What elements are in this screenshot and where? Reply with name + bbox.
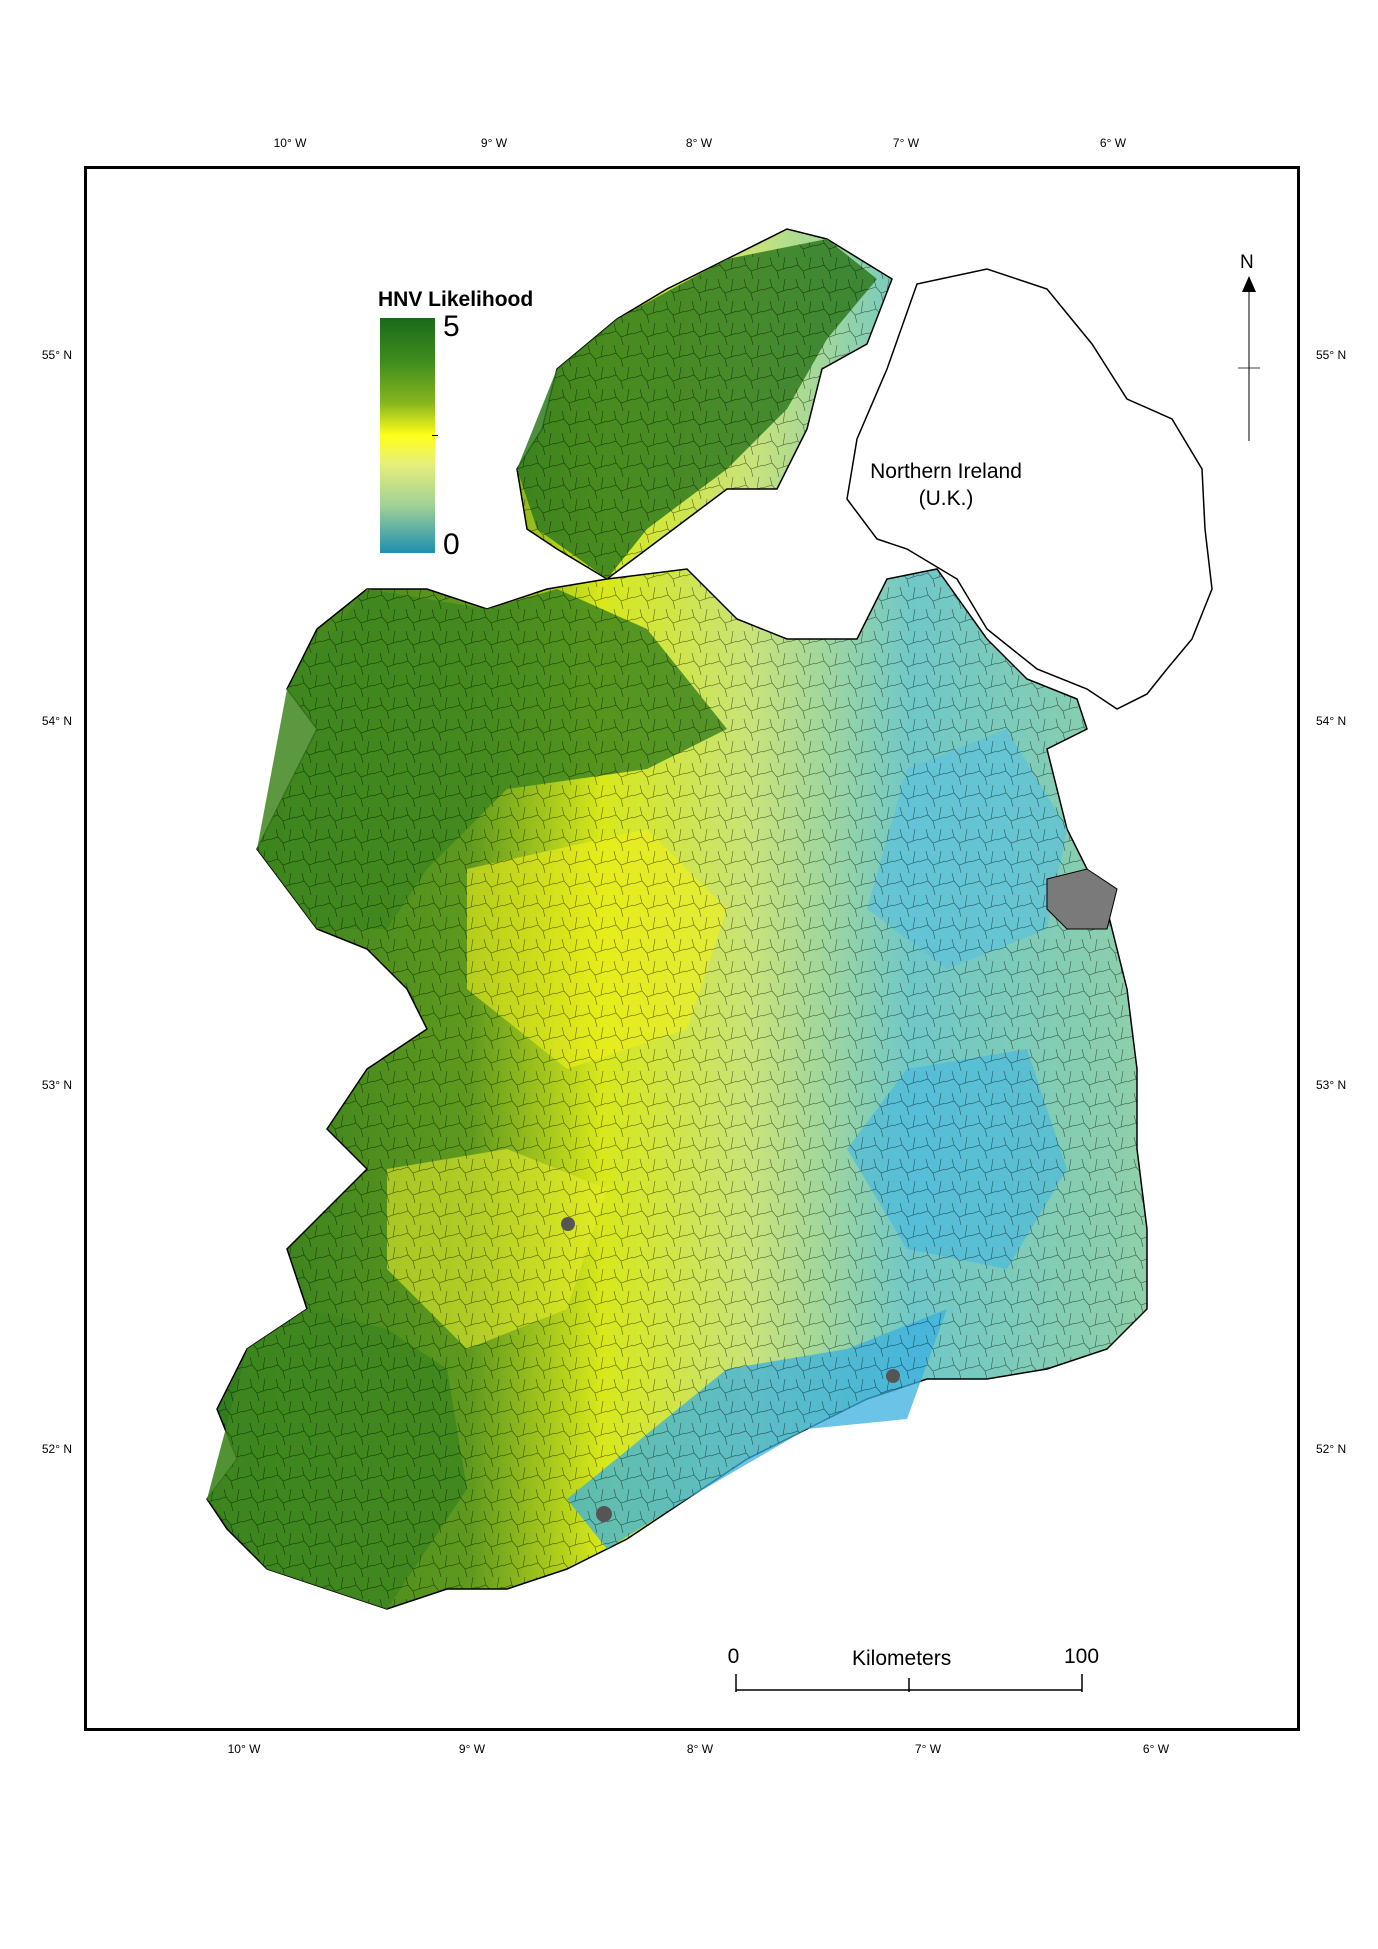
lon-tick-bottom: 8° W	[686, 1742, 714, 1756]
legend-title: HNV Likelihood	[378, 288, 534, 311]
limerick-urban	[561, 1217, 575, 1231]
lon-tick-top: 8° W	[685, 136, 713, 150]
northern-ireland-area	[846, 268, 1213, 710]
lat-tick-left: 54° N	[41, 714, 72, 728]
ireland-map	[206, 228, 1213, 1610]
ni-label-line2: (U.K.)	[918, 487, 974, 510]
lon-tick-top: 7° W	[892, 136, 920, 150]
lon-tick-bottom: 7° W	[914, 1742, 942, 1756]
legend-max-label: 5	[443, 310, 460, 343]
lat-tick-right: 52° N	[1316, 1442, 1347, 1456]
lon-tick-bottom: 9° W	[458, 1742, 486, 1756]
lon-tick-bottom: 6° W	[1142, 1742, 1170, 1756]
northern-ireland-label: Northern Ireland (U.K.)	[846, 458, 1046, 512]
lon-tick-top: 10° W	[273, 136, 307, 150]
lat-tick-left: 55° N	[41, 348, 72, 362]
legend-color-ramp	[380, 318, 435, 553]
lon-tick-top: 6° W	[1099, 136, 1127, 150]
cork-urban	[596, 1506, 612, 1522]
lat-tick-left: 52° N	[41, 1442, 72, 1456]
scale-bar-start: 0	[727, 1645, 740, 1668]
legend-min-label: 0	[443, 528, 460, 561]
scale-bar-unit: Kilometers	[852, 1647, 952, 1670]
legend-mid-tick	[432, 435, 438, 436]
lon-tick-bottom: 10° W	[227, 1742, 261, 1756]
scale-bar	[735, 1674, 1083, 1692]
lat-tick-right: 55° N	[1316, 348, 1347, 362]
map-frame	[84, 166, 1300, 1731]
north-arrow-icon	[1238, 276, 1260, 441]
north-arrow-label: N	[1240, 252, 1254, 273]
lat-tick-left: 53° N	[41, 1078, 72, 1092]
lat-tick-right: 54° N	[1316, 714, 1347, 728]
lat-tick-right: 53° N	[1316, 1078, 1347, 1092]
lon-tick-top: 9° W	[480, 136, 508, 150]
scale-bar-end: 100	[1064, 1645, 1100, 1668]
ni-label-line1: Northern Ireland	[870, 460, 1022, 483]
waterford-urban	[886, 1369, 900, 1383]
dublin-urban	[1046, 868, 1118, 930]
